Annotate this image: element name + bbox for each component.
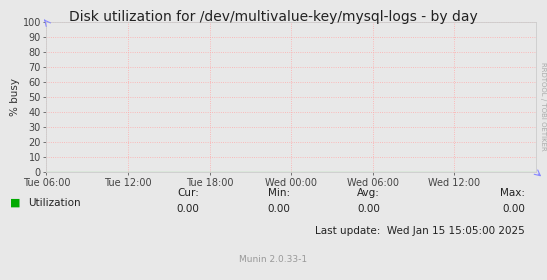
Y-axis label: % busy: % busy <box>10 78 20 116</box>
Text: Avg:: Avg: <box>357 188 380 198</box>
Text: 0.00: 0.00 <box>177 204 200 214</box>
Text: Disk utilization for /dev/multivalue-key/mysql-logs - by day: Disk utilization for /dev/multivalue-key… <box>69 10 478 24</box>
Text: Munin 2.0.33-1: Munin 2.0.33-1 <box>240 255 307 263</box>
Text: 0.00: 0.00 <box>357 204 380 214</box>
Text: ■: ■ <box>10 198 20 208</box>
Text: Last update:  Wed Jan 15 15:05:00 2025: Last update: Wed Jan 15 15:05:00 2025 <box>316 226 525 236</box>
Text: 0.00: 0.00 <box>267 204 290 214</box>
Text: Min:: Min: <box>268 188 290 198</box>
Text: Cur:: Cur: <box>178 188 200 198</box>
Text: Max:: Max: <box>500 188 525 198</box>
Text: Utilization: Utilization <box>28 198 81 208</box>
Text: RRDTOOL / TOBI OETIKER: RRDTOOL / TOBI OETIKER <box>540 62 546 151</box>
Text: 0.00: 0.00 <box>502 204 525 214</box>
